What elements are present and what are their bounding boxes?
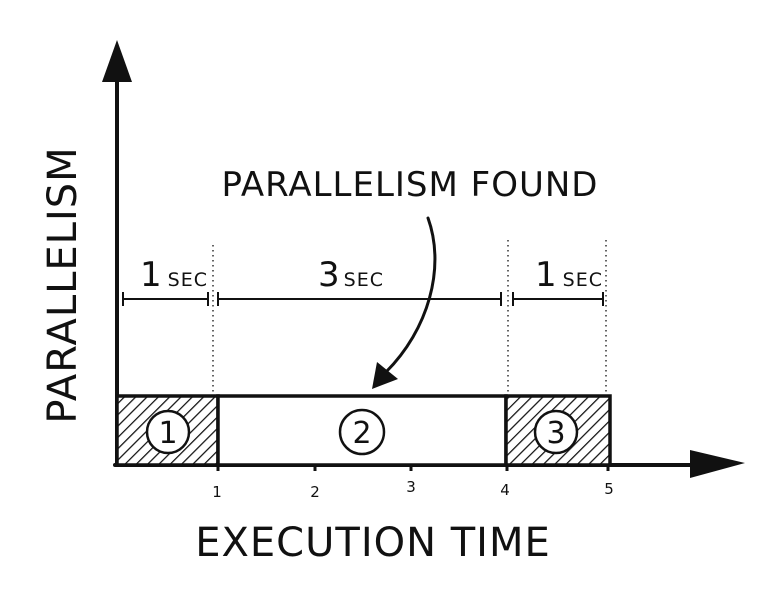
phase-3-label: 3: [546, 416, 565, 451]
x-tick-label: 2: [310, 483, 320, 501]
x-tick-label: 1: [212, 483, 222, 501]
phase-1-marker: 1: [145, 409, 191, 455]
x-axis-arrowhead: [690, 450, 745, 478]
y-axis-arrowhead: [102, 40, 132, 82]
duration-3-span: [512, 292, 604, 306]
x-tick-label: 3: [406, 478, 416, 496]
duration-2-span: [217, 292, 502, 306]
phase-1-label: 1: [158, 416, 177, 451]
x-tick-label: 4: [500, 481, 510, 499]
phase-2-marker: 2: [338, 408, 386, 456]
y-axis-title: PARALLELISM: [40, 146, 86, 423]
phase-3-marker: 3: [533, 409, 579, 455]
duration-3-label: 1 SEC: [535, 255, 603, 295]
x-axis-title: EXECUTION TIME: [195, 520, 551, 566]
phase-boundaries: [212, 240, 607, 398]
x-tick-label: 5: [604, 480, 614, 498]
phase-2-label: 2: [352, 416, 371, 451]
annotation-label: PARALLELISM FOUND: [222, 165, 599, 205]
annotation-arrow: [372, 216, 437, 389]
duration-2-label: 3 SEC: [318, 255, 384, 295]
duration-1-span: [122, 292, 209, 306]
duration-1-label: 1 SEC: [140, 255, 208, 295]
